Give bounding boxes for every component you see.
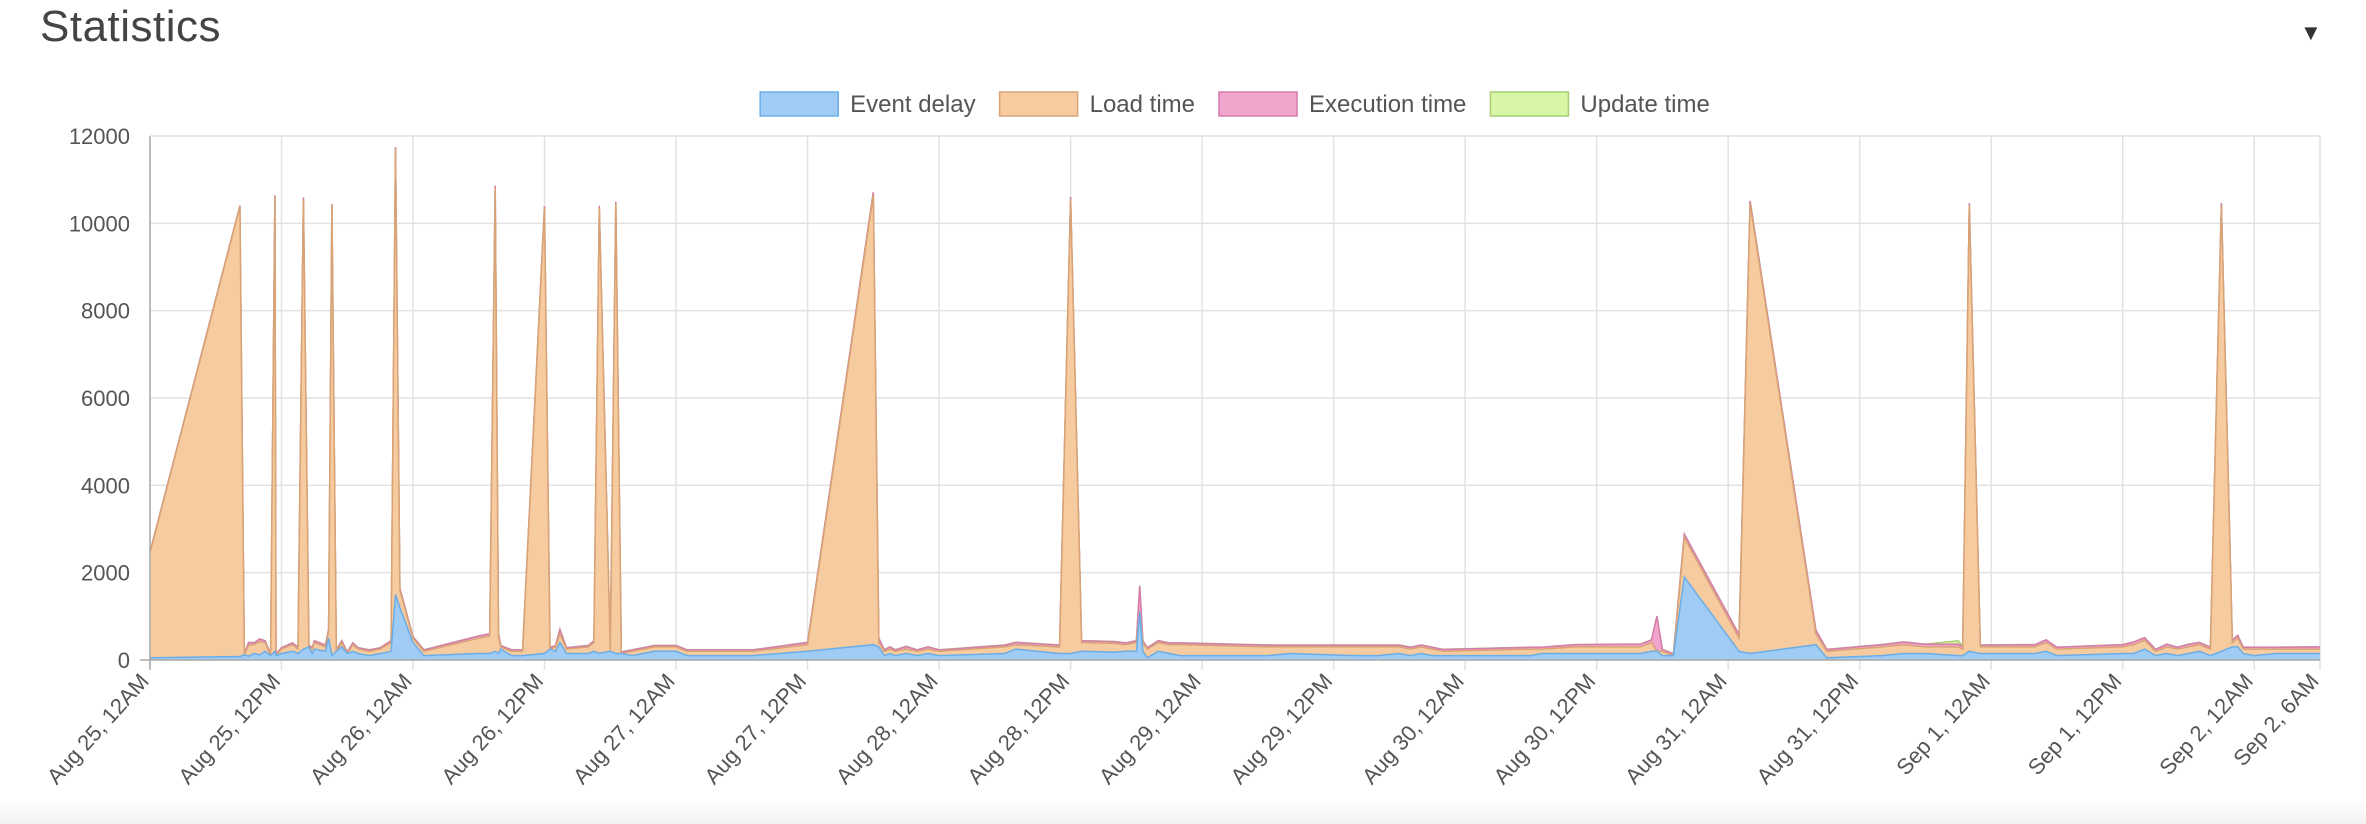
x-tick-label: Aug 28, 12AM (831, 669, 943, 789)
legend-label[interactable]: Execution time (1309, 91, 1466, 118)
legend-label[interactable]: Load time (1090, 91, 1195, 118)
series-line-load-time (149, 149, 2320, 658)
series-area-load-time (150, 149, 2320, 658)
x-tick-label: Aug 27, 12PM (699, 669, 811, 789)
legend-swatch[interactable] (1489, 91, 1570, 117)
x-tick-label: Aug 29, 12PM (1225, 669, 1337, 789)
x-tick-label: Aug 31, 12PM (1752, 669, 1864, 789)
y-tick-label: 8000 (81, 299, 130, 324)
legend-swatch[interactable] (998, 91, 1079, 117)
y-tick-label: 12000 (69, 124, 130, 149)
y-tick-label: 4000 (81, 473, 130, 498)
chart-grid (149, 135, 2321, 670)
x-tick-label: Aug 30, 12AM (1357, 669, 1469, 789)
x-tick-label: Aug 29, 12AM (1094, 669, 1206, 789)
y-tick-label: 10000 (69, 211, 130, 236)
y-tick-label: 0 (118, 648, 130, 673)
x-tick-label: Aug 30, 12PM (1489, 669, 1601, 789)
page-title: Statistics (40, 2, 222, 51)
legend-label[interactable]: Event delay (850, 91, 975, 118)
legend-swatch[interactable] (1218, 91, 1298, 117)
x-tick-label: Aug 25, 12AM (42, 669, 154, 789)
footer-shade (0, 800, 2366, 824)
x-tick-label: Aug 27, 12AM (568, 669, 680, 789)
caret-down-icon[interactable]: ▼ (2300, 20, 2322, 45)
x-tick-label: Aug 28, 12PM (962, 669, 1074, 789)
series-line-event-delay (149, 575, 2320, 659)
y-tick-label: 2000 (81, 561, 130, 586)
x-tick-label: Aug 26, 12AM (305, 669, 417, 789)
x-tick-label: Sep 1, 12AM (1891, 669, 1995, 780)
x-tick-label: Sep 1, 12PM (2023, 669, 2127, 780)
x-tick-label: Aug 26, 12PM (436, 669, 548, 789)
legend-label[interactable]: Update time (1580, 91, 1709, 118)
legend-swatch[interactable] (759, 91, 839, 117)
chart-legend: Event delay Load time Execution time Update… (759, 91, 1710, 118)
x-tick-label: Aug 31, 12AM (1620, 669, 1732, 789)
y-tick-label: 6000 (81, 386, 130, 411)
x-tick-label: Aug 25, 12PM (173, 669, 285, 789)
chart-areas (149, 147, 2321, 660)
